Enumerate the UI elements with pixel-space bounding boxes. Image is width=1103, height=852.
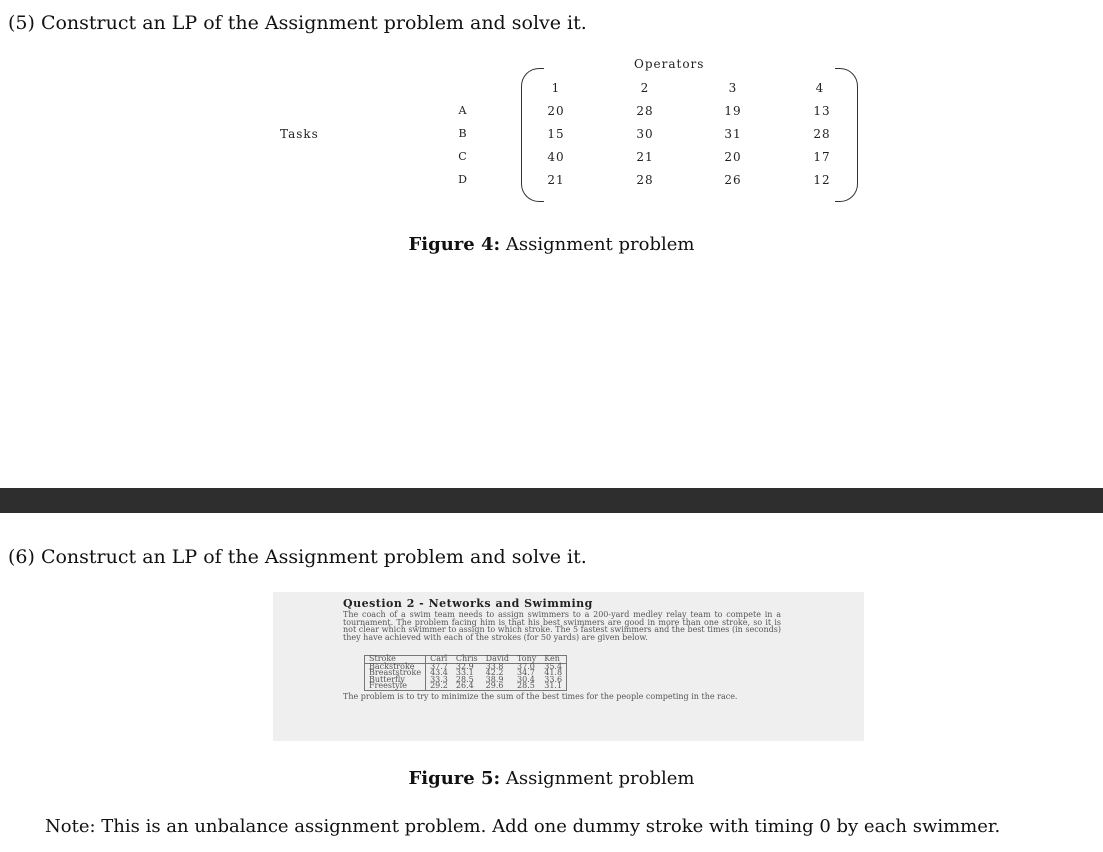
matrix-cell: 28 <box>636 173 654 187</box>
table-header-cell: Chris <box>451 655 482 664</box>
page-separator <box>0 488 1103 513</box>
question-5-heading: (5) Construct an LP of the Assignment pr… <box>8 12 587 34</box>
matrix-cell: 19 <box>724 104 742 118</box>
figure-5-label: Figure 5: <box>408 768 501 789</box>
question-6-heading: (6) Construct an LP of the Assignment pr… <box>8 546 587 568</box>
table-row: Breaststroke 43.4 33.1 42.2 34.7 41.8 <box>364 668 567 678</box>
table-cell: Butterfly <box>364 676 427 684</box>
matrix-cell: 40 <box>547 150 565 164</box>
swim-times-table: Stroke Carl Chris David Tony Ken Backstr… <box>364 655 568 691</box>
row-label-A: A <box>458 104 468 117</box>
table-cell: Backstroke <box>364 662 427 671</box>
matrix-cell: 28 <box>813 127 831 141</box>
table-header-row: Stroke Carl Chris David Tony Ken <box>364 655 567 664</box>
table-cell: 29.2 <box>430 681 448 691</box>
table-header-cell: Stroke <box>364 655 427 664</box>
row-label-D: D <box>458 173 468 186</box>
table-cell: 26.4 <box>455 681 474 691</box>
figure-5-text: Assignment problem <box>500 768 695 789</box>
figure-4-label: Figure 4: <box>408 234 501 255</box>
matrix-cell: 21 <box>547 173 565 187</box>
matrix-cell: 20 <box>547 104 565 118</box>
table-cell: 33.3 <box>430 674 448 684</box>
table-cell: 43.4 <box>430 668 448 678</box>
swim-title: Question 2 - Networks and Swimming <box>343 597 593 610</box>
col-header-1: 1 <box>551 81 561 95</box>
table-cell: 38.9 <box>485 674 504 684</box>
figure-5-caption: Figure 5: Assignment problem <box>0 768 1103 789</box>
table-cell: 32.9 <box>455 661 474 671</box>
swim-paragraph: The coach of a swim team needs to assign… <box>343 610 781 642</box>
row-label-C: C <box>458 150 468 163</box>
table-cell: 33.1 <box>455 668 474 678</box>
table-cell: 33.8 <box>485 661 504 671</box>
table-cell: 37.7 <box>430 661 448 671</box>
col-header-2: 2 <box>640 81 650 95</box>
table-cell: 33.6 <box>544 674 563 684</box>
operators-label: Operators <box>634 57 705 71</box>
table-cell: 37.0 <box>517 661 535 671</box>
table-row: Freestyle 29.2 26.4 29.6 28.5 31.1 <box>364 681 567 691</box>
table-row: Backstroke 37.7 32.9 33.8 37.0 35.4 <box>364 661 567 671</box>
figure-4-text: Assignment problem <box>500 234 695 255</box>
table-cell: Freestyle <box>364 682 427 691</box>
table-cell: 28.5 <box>517 681 535 691</box>
table-cell: 29.6 <box>485 681 504 691</box>
swim-closing-text: The problem is to try to minimize the su… <box>343 692 738 701</box>
figure-4-caption: Figure 4: Assignment problem <box>0 234 1103 255</box>
tasks-label: Tasks <box>280 127 319 141</box>
matrix-cell: 30 <box>636 127 654 141</box>
matrix-cell: 26 <box>724 173 742 187</box>
table-cell: 41.8 <box>544 668 563 678</box>
matrix-cell: 21 <box>636 150 654 164</box>
swimming-problem-image: Question 2 - Networks and Swimming The c… <box>273 592 864 741</box>
table-row: Butterfly 33.3 28.5 38.9 30.4 33.6 <box>364 674 567 684</box>
matrix-cell: 13 <box>813 104 831 118</box>
matrix-cell: 15 <box>547 127 565 141</box>
matrix-cell: 20 <box>724 150 742 164</box>
table-cell: Breaststroke <box>364 669 427 677</box>
row-label-B: B <box>458 127 468 140</box>
matrix-cell: 31 <box>724 127 742 141</box>
matrix-cell: 28 <box>636 104 654 118</box>
table-cell: 35.4 <box>544 661 563 671</box>
table-header-cell: Carl <box>425 655 452 664</box>
col-header-4: 4 <box>815 81 825 95</box>
matrix-cell: 12 <box>813 173 831 187</box>
matrix-cell: 17 <box>813 150 831 164</box>
table-cell: 42.2 <box>485 668 504 678</box>
table-header-cell: David <box>481 655 514 664</box>
table-header-cell: Tony <box>513 655 541 664</box>
note-text: Note: This is an unbalance assignment pr… <box>45 816 1001 837</box>
table-cell: 28.5 <box>455 674 474 684</box>
col-header-3: 3 <box>728 81 738 95</box>
table-cell: 34.7 <box>517 668 535 678</box>
table-cell: 31.1 <box>544 681 563 691</box>
table-header-cell: Ken <box>540 655 567 664</box>
table-cell: 30.4 <box>517 674 535 684</box>
